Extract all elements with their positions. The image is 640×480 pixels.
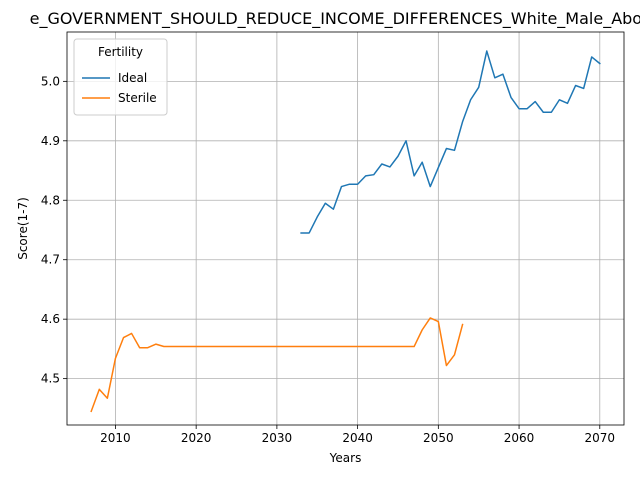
series-layer [90,50,601,413]
x-axis-label: Years [329,451,362,465]
y-tick-label: 4.6 [41,312,60,326]
x-tick-label: 2010 [100,431,131,445]
y-axis-label: Score(1-7) [16,197,30,260]
x-tick-label: 2070 [585,431,616,445]
grid [67,32,624,425]
series-line-sterile [90,317,464,413]
x-tick-label: 2040 [342,431,373,445]
y-tick-label: 4.7 [41,253,60,267]
x-tick-label: 2030 [262,431,293,445]
x-tick-label: 2020 [181,431,212,445]
y-tick-label: 5.0 [41,74,60,88]
legend-label-ideal: Ideal [118,71,147,85]
legend-title: Fertility [98,45,143,59]
y-tick-label: 4.9 [41,134,60,148]
legend-items: Ideal Sterile [82,71,157,105]
y-tick-label: 4.8 [41,193,60,207]
series-line-ideal [300,50,601,234]
legend: Fertility Ideal Sterile [73,38,168,116]
legend-frame [73,38,168,116]
plot-frame [66,31,625,426]
y-tick-label: 4.5 [41,372,60,386]
x-tick-label: 2050 [423,431,454,445]
legend-label-sterile: Sterile [118,91,157,105]
x-tick-label: 2060 [504,431,535,445]
x-axis-ticks: 2010 2020 2030 2040 2050 2060 2070 [100,425,615,445]
chart-title: e_GOVERNMENT_SHOULD_REDUCE_INCOME_DIFFER… [30,9,640,29]
y-axis-ticks: 4.5 4.6 4.7 4.8 4.9 5.0 [41,74,67,386]
